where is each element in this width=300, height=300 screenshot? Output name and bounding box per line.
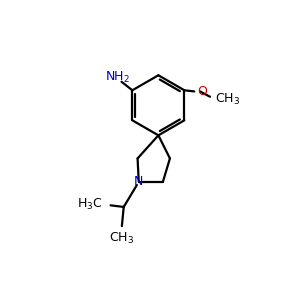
- Text: O: O: [197, 85, 207, 98]
- Text: CH$_3$: CH$_3$: [109, 231, 134, 246]
- Text: H$_3$C: H$_3$C: [77, 197, 103, 212]
- Text: CH$_3$: CH$_3$: [215, 92, 240, 107]
- Text: N: N: [134, 175, 143, 188]
- Text: NH$_2$: NH$_2$: [105, 70, 130, 85]
